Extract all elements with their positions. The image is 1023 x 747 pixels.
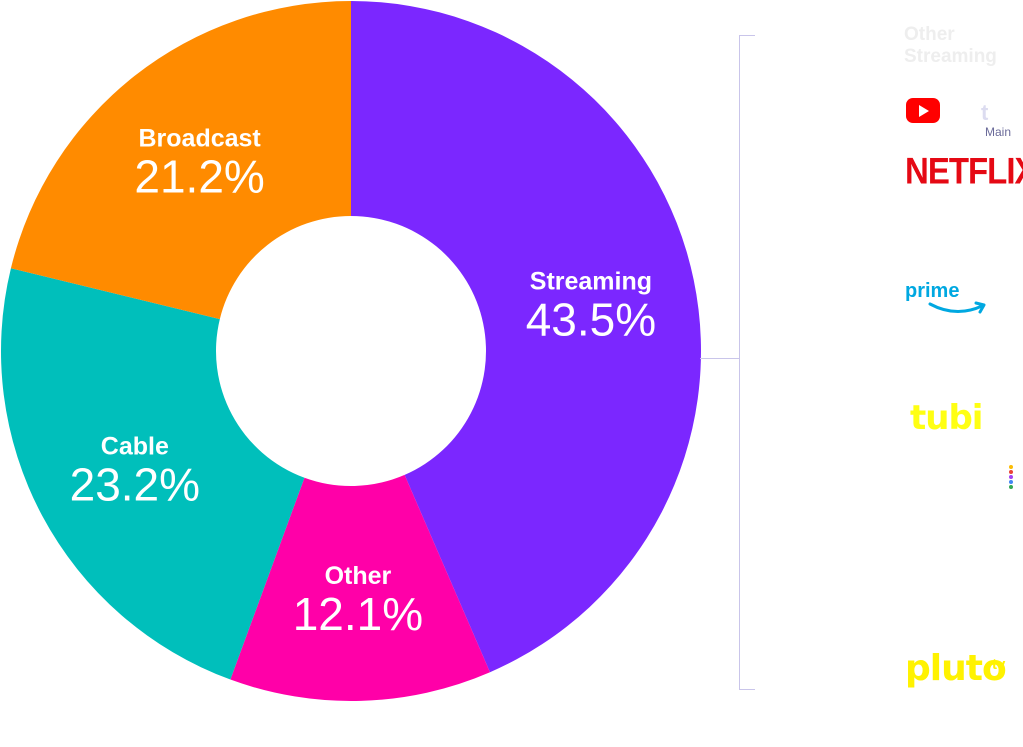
slice-value-streaming: 43.5% bbox=[526, 293, 656, 345]
pluto-tv-superscript: tv bbox=[992, 656, 1006, 673]
slice-value-broadcast: 21.2% bbox=[134, 150, 264, 202]
prime-video-logo: prime bbox=[905, 280, 960, 302]
netflix-logo: NETFLIX bbox=[905, 150, 1023, 192]
dots-icon bbox=[1009, 465, 1013, 490]
slice-label-broadcast: Broadcast bbox=[138, 124, 261, 152]
pluto-tv-logo: pluto bbox=[905, 648, 1007, 689]
main-label: Main bbox=[985, 125, 1012, 139]
tubi-logo: tubi bbox=[910, 398, 983, 438]
bracket-top-tick bbox=[739, 35, 755, 36]
streaming-connector-line bbox=[700, 358, 740, 359]
slice-label-streaming: Streaming bbox=[530, 267, 652, 295]
slice-value-other: 12.1% bbox=[293, 588, 423, 640]
slice-broadcast bbox=[10, 1, 351, 320]
slice-other bbox=[230, 474, 491, 701]
slice-label-other: Other bbox=[325, 562, 392, 590]
bracket-bottom-tick bbox=[739, 689, 755, 690]
slice-cable bbox=[0, 268, 305, 680]
streaming-bracket bbox=[739, 35, 740, 689]
other-streaming-heading: Other Streaming bbox=[904, 24, 997, 67]
slice-value-cable: 23.2% bbox=[70, 458, 200, 510]
faint-logo-icon: t bbox=[981, 100, 989, 125]
prime-smile-icon bbox=[928, 301, 986, 314]
youtube-icon bbox=[906, 98, 940, 123]
slice-streaming bbox=[351, 1, 701, 673]
slice-label-cable: Cable bbox=[101, 432, 169, 460]
